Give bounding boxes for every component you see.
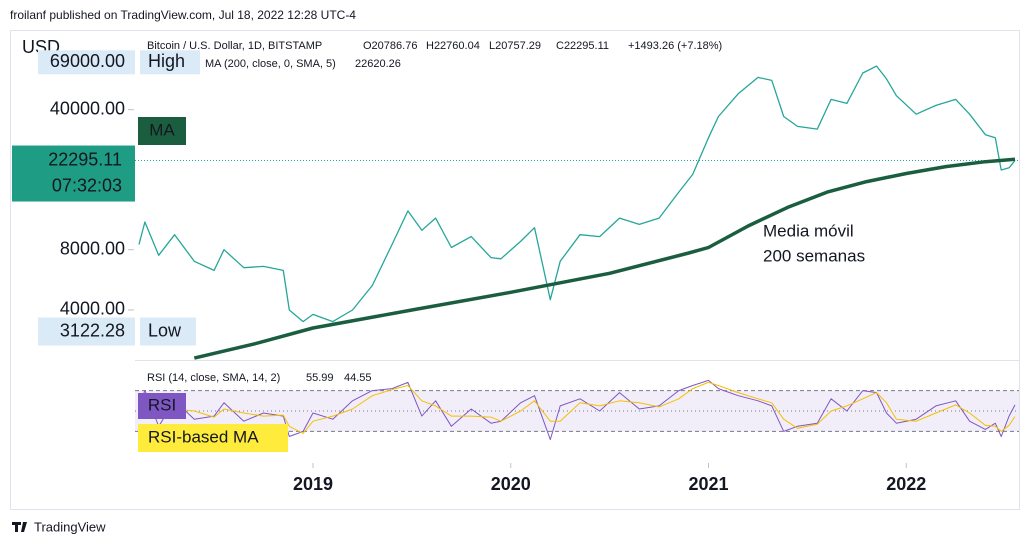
legend-ma: MA (200, close, 0, SMA, 5) (205, 58, 336, 70)
series-line (138, 65, 1016, 323)
series-line (138, 381, 1016, 434)
legend-ohlc: H22760.04 (426, 40, 480, 52)
x-tick-label: 2022 (886, 474, 926, 494)
rsi-legend: RSI (14, close, SMA, 14, 2) (147, 372, 280, 384)
y-tick-label: 4000.00 (60, 299, 125, 319)
legend-ohlc: L20757.29 (489, 40, 541, 52)
high-badge (140, 50, 200, 75)
legend-ohlc: +1493.26 (+7.18%) (628, 40, 722, 52)
annotation: 200 semanas (763, 246, 865, 265)
x-tick-label: 2020 (491, 474, 531, 494)
low-badge (140, 317, 196, 346)
y-tick-label: 40000.00 (50, 98, 125, 118)
annotation: Media móvil (763, 221, 854, 240)
countdown: 07:32:03 (52, 175, 122, 195)
ma-badge-text: MA (149, 120, 175, 139)
x-tick-label: 2021 (688, 474, 728, 494)
legend-ohlc: O20786.76 (363, 40, 417, 52)
price-badge-value: 22295.11 (48, 149, 122, 169)
rsi-ma-badge-text: RSI-based MA (148, 427, 259, 446)
low-price-label: 3122.28 (60, 320, 125, 340)
rsi-legend-value: 55.99 (306, 372, 334, 384)
legend-ma-value: 22620.26 (355, 58, 401, 70)
price-badge (12, 145, 135, 202)
rsi-legend-value: 44.55 (344, 372, 372, 384)
chart-frame (10, 30, 1020, 510)
footer: TradingView (34, 519, 106, 534)
low-badge-text: Low (148, 320, 182, 340)
rsi-badge-text: RSI (148, 395, 176, 414)
logo (12, 522, 27, 532)
rsi-ma-badge (138, 424, 288, 452)
low-price-badge (38, 317, 135, 346)
legend-symbol: Bitcoin / U.S. Dollar, 1D, BITSTAMP (147, 40, 322, 52)
series-line (193, 157, 1016, 360)
high-price-badge (38, 50, 135, 75)
x-tick-label: 2019 (293, 474, 333, 494)
header: froilanf published on TradingView.com, J… (10, 8, 356, 22)
high-badge-text: High (148, 51, 185, 71)
rsi-badge (138, 393, 186, 419)
ma-badge (138, 117, 186, 145)
high-price-label: 69000.00 (50, 51, 125, 71)
y-tick-label: 8000.00 (60, 238, 125, 258)
legend-ohlc: C22295.11 (556, 40, 609, 52)
